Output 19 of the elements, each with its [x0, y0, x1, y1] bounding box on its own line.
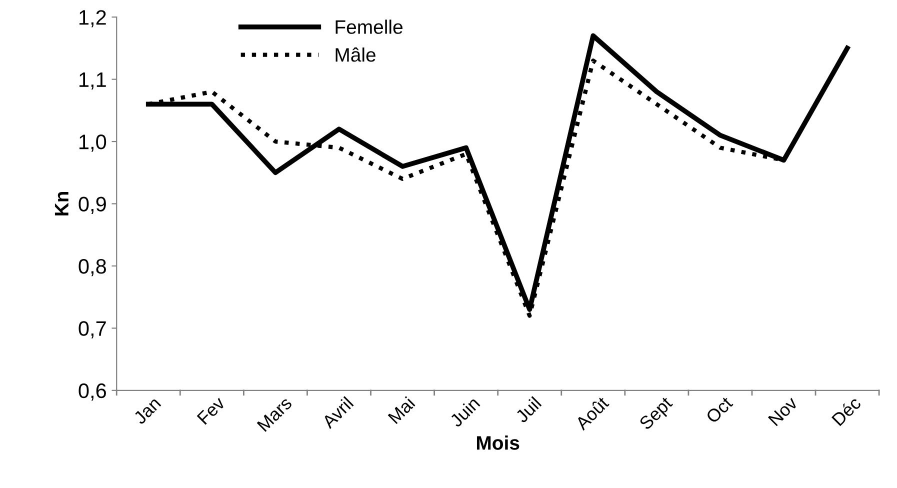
- x-tick-label: Déc: [830, 395, 862, 426]
- x-tick-label: Mai: [387, 396, 416, 424]
- legend-label: Femelle: [336, 20, 402, 34]
- x-tick-label: Juin: [448, 396, 480, 428]
- y-tick-label: 1,1: [80, 72, 106, 90]
- legend-label: Mâle: [336, 47, 376, 62]
- y-tick-label: 0,8: [78, 258, 106, 276]
- x-axis-title: Mois: [476, 436, 520, 450]
- x-tick-label: Juil: [514, 396, 542, 424]
- y-axis-title: Kn: [54, 192, 68, 216]
- y-tick-label: 0,7: [78, 321, 106, 338]
- y-tick-label: 1,2: [80, 10, 106, 28]
- x-tick-label: Jan: [132, 396, 162, 426]
- x-tick-label: Fev: [196, 396, 226, 425]
- y-tick-label: 1,0: [80, 134, 106, 152]
- x-tick-label: Oct: [705, 396, 734, 424]
- y-tick-label: 0,9: [78, 196, 106, 214]
- x-tick-label: Nov: [768, 396, 798, 426]
- y-tick-label: 0,6: [78, 383, 106, 401]
